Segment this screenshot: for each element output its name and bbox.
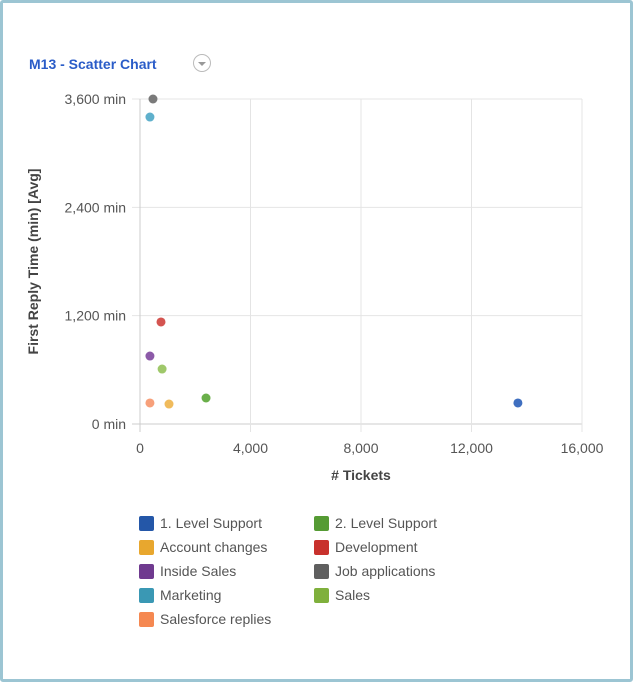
- data-point-marketing[interactable]: [145, 112, 155, 122]
- y-tick-label: 2,400 min: [65, 199, 126, 215]
- y-tick-label: 1,200 min: [65, 308, 126, 324]
- legend-label: Sales: [335, 587, 371, 603]
- x-tick-label: 16,000: [561, 440, 604, 456]
- legend-label: Salesforce replies: [160, 611, 272, 627]
- y-tick-label: 0 min: [92, 416, 126, 432]
- data-point-2-level-support[interactable]: [201, 393, 211, 403]
- legend-item[interactable]: Sales: [314, 586, 489, 604]
- legend-swatch: [139, 515, 154, 531]
- data-point-salesforce-replies[interactable]: [145, 398, 155, 408]
- data-point-1-level-support[interactable]: [513, 398, 523, 408]
- chevron-down-icon[interactable]: [193, 54, 211, 72]
- legend-item[interactable]: Inside Sales: [139, 562, 314, 580]
- x-tick-label: 4,000: [233, 440, 268, 456]
- data-point-inside-sales[interactable]: [145, 351, 155, 361]
- data-point-job-applications[interactable]: [148, 94, 158, 104]
- x-tick-label: 12,000: [450, 440, 493, 456]
- legend-label: Marketing: [160, 587, 222, 603]
- legend-item[interactable]: Salesforce replies: [139, 610, 314, 628]
- legend-label: Inside Sales: [160, 563, 237, 579]
- chart-title[interactable]: M13 - Scatter Chart: [29, 56, 157, 72]
- legend-swatch: [314, 515, 329, 531]
- x-tick-label: 8,000: [343, 440, 378, 456]
- legend-item[interactable]: Development: [314, 538, 489, 556]
- legend-label: Account changes: [160, 539, 268, 555]
- legend-swatch: [139, 587, 154, 603]
- data-point-account-changes[interactable]: [164, 399, 174, 409]
- x-tick-label: 0: [136, 440, 144, 456]
- legend-item[interactable]: Job applications: [314, 562, 489, 580]
- legend-swatch: [139, 539, 154, 555]
- data-point-development[interactable]: [156, 317, 166, 327]
- legend-swatch: [139, 611, 154, 627]
- legend-label: 1. Level Support: [160, 515, 262, 531]
- legend-label: Job applications: [335, 563, 436, 579]
- legend-label: Development: [335, 539, 418, 555]
- legend-swatch: [139, 563, 154, 579]
- data-point-sales[interactable]: [157, 364, 167, 374]
- legend-label: 2. Level Support: [335, 515, 437, 531]
- legend-swatch: [314, 563, 329, 579]
- legend: 1. Level Support 2. Level Support Account …: [139, 514, 489, 628]
- legend-item[interactable]: 2. Level Support: [314, 514, 489, 532]
- legend-swatch: [314, 587, 329, 603]
- legend-item[interactable]: 1. Level Support: [139, 514, 314, 532]
- legend-swatch: [314, 539, 329, 555]
- legend-item[interactable]: Marketing: [139, 586, 314, 604]
- y-axis-label: First Reply Time (min) [Avg]: [25, 169, 41, 355]
- x-axis-label: # Tickets: [331, 467, 391, 483]
- y-tick-label: 3,600 min: [65, 91, 126, 107]
- legend-item[interactable]: Account changes: [139, 538, 314, 556]
